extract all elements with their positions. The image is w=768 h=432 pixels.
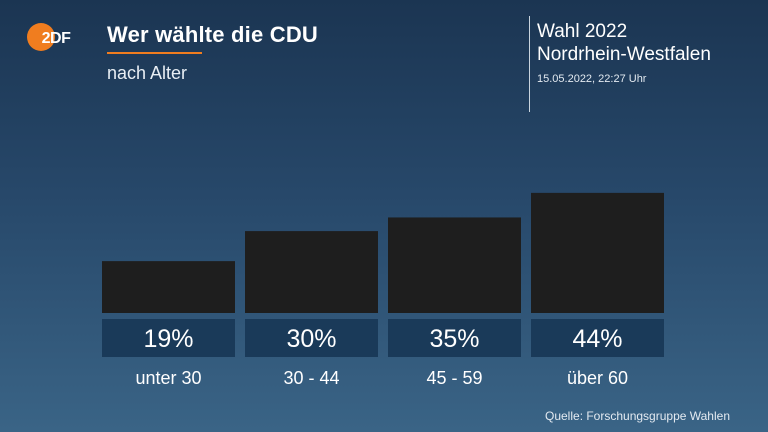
bar-3 — [388, 217, 521, 313]
value-label-box-2 — [245, 319, 378, 357]
value-label-4: 44% — [572, 325, 622, 353]
value-label-box-1 — [102, 319, 235, 357]
page-subtitle: nach Alter — [107, 63, 188, 83]
election-name: Wahl 2022 — [537, 21, 628, 42]
value-label-2: 30% — [286, 325, 336, 353]
bar-2 — [245, 231, 378, 313]
category-label-3: 45 - 59 — [426, 368, 482, 388]
election-region: Nordrhein-Westfalen — [537, 44, 711, 65]
info-divider — [529, 16, 530, 112]
election-timestamp: 15.05.2022, 22:27 Uhr — [537, 73, 647, 85]
category-label-2: 30 - 44 — [283, 368, 339, 388]
source-note: Quelle: Forschungsgruppe Wahlen — [545, 409, 730, 423]
bar-4 — [531, 192, 664, 313]
value-label-1: 19% — [143, 325, 193, 353]
svg-text:2DF: 2DF — [42, 30, 71, 47]
value-label-box-3 — [388, 319, 521, 357]
bar-1 — [102, 261, 235, 313]
zdf-logo: 2DF — [26, 22, 80, 52]
page-title: Wer wählte die CDU — [107, 22, 319, 47]
category-label-1: unter 30 — [135, 368, 201, 388]
value-label-3: 35% — [429, 325, 479, 353]
title-accent-line — [107, 52, 202, 54]
election-info: Wahl 2022 Nordrhein-Westfalen 15.05.2022… — [537, 20, 711, 85]
value-label-box-4 — [531, 319, 664, 357]
category-label-4: über 60 — [567, 368, 628, 388]
